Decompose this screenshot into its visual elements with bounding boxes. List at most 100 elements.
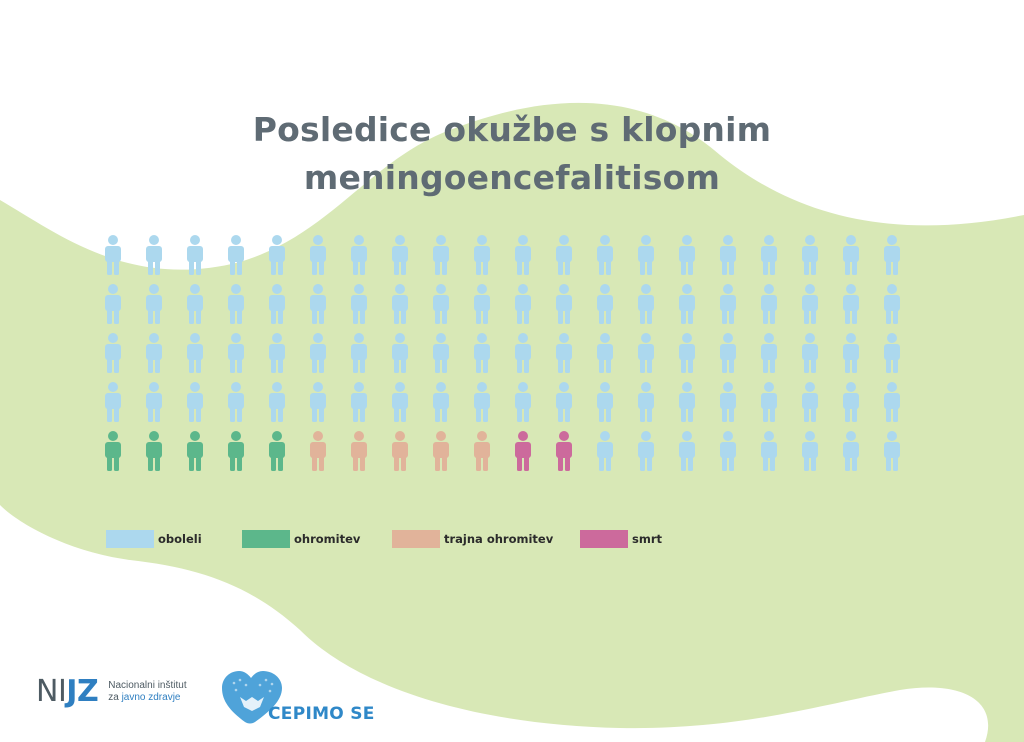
person-icon-oboleli (802, 382, 818, 422)
legend-label-ohromitev: ohromitev (294, 532, 361, 546)
person-icon-oboleli (392, 333, 408, 373)
person-icon-oboleli (638, 284, 654, 324)
person-icon-oboleli (843, 431, 859, 471)
person-icon-oboleli (269, 333, 285, 373)
person-icon-oboleli (720, 382, 736, 422)
person-icon-oboleli (884, 431, 900, 471)
person-icon-oboleli (228, 333, 244, 373)
person-icon-oboleli (515, 382, 531, 422)
person-icon-oboleli (761, 284, 777, 324)
person-icon-oboleli (269, 382, 285, 422)
person-icon-oboleli (720, 431, 736, 471)
person-icon-oboleli (433, 284, 449, 324)
person-icon-oboleli (884, 284, 900, 324)
person-icon-smrt (556, 431, 572, 471)
person-icon-oboleli (761, 235, 777, 275)
person-icon-oboleli (556, 284, 572, 324)
person-icon-oboleli (269, 284, 285, 324)
legend-label-smrt: smrt (632, 532, 662, 546)
person-icon-oboleli (515, 284, 531, 324)
nijz-logo-line-1: Nacionalni inštitut (108, 680, 187, 691)
person-icon-oboleli (802, 284, 818, 324)
person-icon-oboleli (761, 431, 777, 471)
person-icon-oboleli (310, 284, 326, 324)
person-icon-oboleli (761, 333, 777, 373)
cepimo-logo-text: CEPIMO SE (268, 704, 375, 724)
person-icon-trajna-ohromitev (433, 431, 449, 471)
person-icon-oboleli (351, 284, 367, 324)
person-icon-oboleli (146, 235, 162, 275)
legend-swatch-ohromitev (242, 530, 290, 548)
person-icon-ohromitev (146, 431, 162, 471)
legend-item-oboleli: oboleli (106, 530, 202, 548)
chart-title-line-1: Posledice okužbe s klopnim (252, 110, 772, 149)
person-icon-oboleli (556, 382, 572, 422)
person-icon-ohromitev (105, 431, 121, 471)
legend-swatch-smrt (580, 530, 628, 548)
legend-swatch-trajna-ohromitev (392, 530, 440, 548)
person-icon-oboleli (843, 284, 859, 324)
person-icon-oboleli (802, 235, 818, 275)
person-icon-oboleli (146, 284, 162, 324)
person-icon-oboleli (638, 382, 654, 422)
person-icon-oboleli (105, 333, 121, 373)
nijz-logo: NIJZ Nacionalni inštitut za javno zdravj… (36, 677, 187, 707)
person-icon-ohromitev (228, 431, 244, 471)
person-icon-oboleli (556, 235, 572, 275)
person-icon-oboleli (105, 235, 121, 275)
person-icon-oboleli (679, 284, 695, 324)
person-icon-oboleli (802, 333, 818, 373)
person-icon-oboleli (228, 235, 244, 275)
person-icon-oboleli (105, 284, 121, 324)
person-icon-oboleli (105, 382, 121, 422)
chart-title-line-2: meningoencefalitisom (303, 158, 721, 197)
person-icon-oboleli (310, 382, 326, 422)
person-icon-oboleli (638, 431, 654, 471)
nijz-logo-jz: JZ (66, 674, 99, 709)
nijz-logo-line-2: za javno zdravje (108, 692, 186, 704)
person-icon-oboleli (720, 333, 736, 373)
person-icon-oboleli (679, 235, 695, 275)
nijz-logo-ni: NI (36, 674, 67, 709)
person-icon-oboleli (392, 284, 408, 324)
person-icon-trajna-ohromitev (310, 431, 326, 471)
person-icon-oboleli (679, 431, 695, 471)
cepimo-heart-icon (222, 671, 282, 724)
person-icon-oboleli (515, 235, 531, 275)
person-icon-oboleli (679, 333, 695, 373)
legend-label-trajna-ohromitev: trajna ohromitev (444, 532, 554, 546)
person-icon-oboleli (638, 333, 654, 373)
person-icon-oboleli (556, 333, 572, 373)
person-icon-oboleli (187, 382, 203, 422)
person-icon-trajna-ohromitev (351, 431, 367, 471)
person-icon-oboleli (310, 333, 326, 373)
person-icon-oboleli (474, 333, 490, 373)
nijz-logo-text: Nacionalni inštitut za javno zdravje (108, 680, 186, 704)
person-icon-trajna-ohromitev (392, 431, 408, 471)
legend-item-trajna-ohromitev: trajna ohromitev (392, 530, 553, 548)
nijz-logo-line-2-prefix: za (108, 692, 122, 703)
person-icon-oboleli (433, 235, 449, 275)
person-icon-oboleli (351, 382, 367, 422)
person-icon-oboleli (474, 284, 490, 324)
person-icon-oboleli (884, 235, 900, 275)
person-icon-oboleli (187, 284, 203, 324)
person-icon-oboleli (720, 284, 736, 324)
person-icon-ohromitev (187, 431, 203, 471)
person-icon-oboleli (433, 382, 449, 422)
person-icon-oboleli (187, 235, 203, 275)
person-icon-oboleli (884, 382, 900, 422)
person-icon-oboleli (597, 431, 613, 471)
person-icon-oboleli (351, 333, 367, 373)
person-icon-oboleli (351, 235, 367, 275)
person-icon-oboleli (597, 333, 613, 373)
legend-item-ohromitev: ohromitev (242, 530, 360, 548)
person-icon-smrt (515, 431, 531, 471)
person-icon-oboleli (187, 333, 203, 373)
person-icon-trajna-ohromitev (474, 431, 490, 471)
chart-title: Posledice okužbe s klopnim meningoencefa… (0, 106, 1024, 202)
person-icon-oboleli (515, 333, 531, 373)
legend-label-oboleli: oboleli (158, 532, 202, 546)
